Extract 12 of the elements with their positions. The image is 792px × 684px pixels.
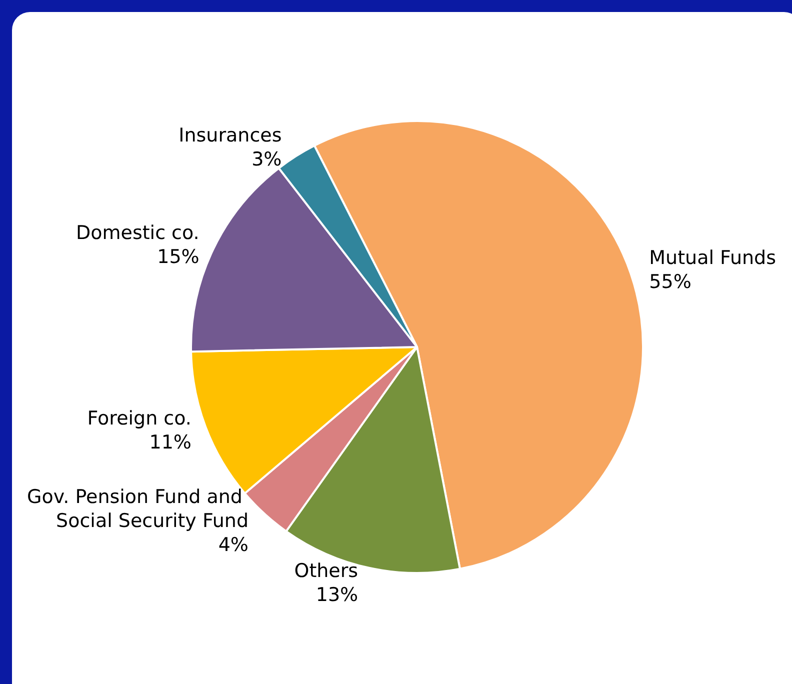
data-label: 4%: [218, 534, 248, 556]
data-label: 15%: [157, 246, 200, 268]
data-label: 55%: [649, 271, 692, 294]
data-label: 3%: [252, 148, 282, 171]
slice-label: Domestic co.: [76, 222, 200, 244]
slice-label: Others: [294, 560, 358, 582]
data-label: 13%: [316, 584, 358, 606]
slice-label: Foreign co.: [87, 408, 192, 430]
slice-label: Mutual Funds: [649, 247, 776, 270]
data-label: 11%: [149, 432, 192, 454]
slice-label: Gov. Pension Fund and Social Security Fund: [27, 486, 248, 532]
slice-label: Insurances: [178, 124, 282, 147]
